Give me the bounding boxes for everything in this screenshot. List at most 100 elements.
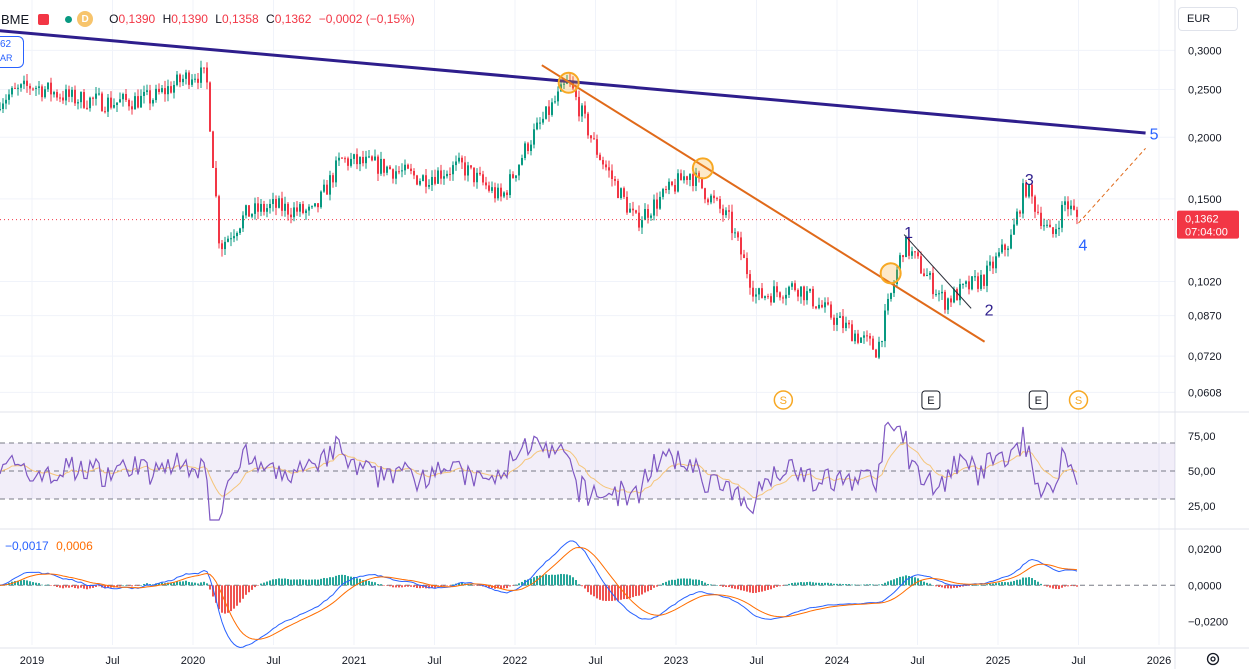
candle-body bbox=[197, 78, 199, 83]
left-tag-line1: 62 bbox=[0, 39, 12, 50]
price-pane[interactable]: 1 2 3 4 5 S E E S bbox=[0, 29, 1175, 410]
macd-hist-bar bbox=[122, 585, 124, 586]
candle-body bbox=[818, 304, 820, 309]
candle-body bbox=[206, 67, 208, 83]
candle-body bbox=[14, 87, 16, 89]
candle-body bbox=[1043, 225, 1045, 227]
change-value: −0,0002 (−0,15%) bbox=[318, 12, 415, 26]
candle-body bbox=[728, 210, 730, 212]
candle-body bbox=[491, 187, 493, 191]
candle-body bbox=[872, 338, 874, 350]
macd-hist-bar bbox=[746, 585, 748, 592]
macd-hist-bar bbox=[1025, 577, 1027, 586]
dividend-marker-label: S bbox=[1075, 395, 1082, 407]
macd-hist-bar bbox=[632, 585, 634, 598]
candle-body bbox=[263, 203, 265, 212]
interval-badge[interactable]: D bbox=[77, 11, 94, 27]
high-label: H bbox=[162, 12, 172, 26]
candle-body bbox=[683, 176, 685, 181]
macd-hist-bar bbox=[1076, 585, 1078, 587]
macd-hist-bar bbox=[674, 579, 676, 586]
macd-hist-bar bbox=[716, 585, 718, 586]
candle-body bbox=[959, 284, 961, 301]
macd-hist-bar bbox=[857, 584, 859, 586]
macd-hist-bar bbox=[458, 582, 460, 586]
macd-hist-bar bbox=[116, 585, 118, 588]
candle-body bbox=[254, 203, 256, 214]
macd-hist-bar bbox=[62, 585, 64, 589]
candle-body bbox=[218, 196, 220, 244]
candle-body bbox=[926, 275, 928, 277]
signal-line bbox=[0, 546, 1078, 640]
rsi-line bbox=[0, 421, 1078, 521]
projection-line bbox=[1078, 147, 1146, 224]
candle-body bbox=[797, 289, 799, 297]
candle-body bbox=[149, 90, 151, 104]
macd-hist-bar bbox=[617, 585, 619, 601]
macd-hist-bar bbox=[314, 579, 316, 586]
macd-hist-bar bbox=[845, 584, 847, 586]
macd-hist-bar bbox=[143, 583, 145, 586]
candle-body bbox=[380, 158, 382, 174]
price-tick-label: 0,1020 bbox=[1188, 277, 1222, 289]
candle-body bbox=[860, 337, 862, 343]
candle-body bbox=[38, 86, 40, 88]
macd-pane[interactable] bbox=[0, 540, 1175, 649]
candle-body bbox=[557, 91, 559, 102]
ohlc-values: O0,1390 H0,1390 L0,1358 C0,1362 −0,0002 … bbox=[109, 12, 415, 26]
candle-body bbox=[53, 92, 55, 95]
macd-hist-bar bbox=[275, 579, 277, 586]
macd-hist-bar bbox=[419, 585, 421, 589]
rsi-pane[interactable] bbox=[0, 421, 1175, 521]
candle-body bbox=[629, 208, 631, 213]
gear-icon[interactable] bbox=[1205, 651, 1221, 667]
macd-hist-bar bbox=[50, 585, 52, 586]
candle-body bbox=[977, 276, 979, 289]
macd-hist-bar bbox=[635, 585, 637, 597]
high-value: 0,1390 bbox=[171, 12, 208, 26]
macd-hist-bar bbox=[242, 585, 244, 599]
candle-body bbox=[209, 82, 211, 132]
macd-hist-bar bbox=[92, 585, 94, 588]
macd-hist-bar bbox=[779, 585, 781, 587]
candle-body bbox=[2, 103, 4, 110]
candle-body bbox=[419, 180, 421, 185]
macd-hist-bar bbox=[350, 576, 352, 586]
macd-hist-bar bbox=[797, 582, 799, 586]
currency-label: EUR bbox=[1187, 13, 1211, 25]
symbol-name[interactable]: BME bbox=[1, 11, 30, 27]
candle-body bbox=[614, 179, 616, 181]
candle-body bbox=[845, 322, 847, 329]
macd-hist-bar bbox=[770, 585, 772, 590]
candle-body bbox=[200, 67, 202, 83]
macd-hist-bar bbox=[941, 585, 943, 588]
candle-body bbox=[134, 96, 136, 110]
wave-label: 5 bbox=[1150, 126, 1159, 143]
candle-body bbox=[476, 172, 478, 183]
macd-hist-bar bbox=[884, 582, 886, 586]
macd-hist-bar bbox=[728, 585, 730, 588]
macd-hist-bar bbox=[995, 583, 997, 586]
macd-hist-bar bbox=[446, 585, 448, 586]
macd-hist-bar bbox=[842, 584, 844, 586]
macd-hist-bar bbox=[377, 584, 379, 586]
candle-body bbox=[812, 288, 814, 307]
candle-body bbox=[446, 173, 448, 177]
macd-hist-bar bbox=[1073, 585, 1075, 587]
macd-hist-bar bbox=[389, 585, 391, 587]
flag-icon bbox=[38, 13, 50, 25]
time-tick-label: Jul bbox=[910, 655, 924, 667]
macd-hist-bar bbox=[137, 585, 139, 586]
currency-selector[interactable]: EUR bbox=[1178, 7, 1238, 31]
candle-body bbox=[401, 170, 403, 172]
macd-hist-bar bbox=[572, 577, 574, 586]
candle-body bbox=[44, 89, 46, 98]
candle-body bbox=[467, 165, 469, 176]
candle-body bbox=[905, 236, 907, 258]
candle-body bbox=[455, 161, 457, 166]
candle-body bbox=[1028, 184, 1030, 197]
candle-body bbox=[731, 211, 733, 234]
candle-body bbox=[737, 232, 739, 238]
price-tick-label: 0,2500 bbox=[1188, 84, 1222, 96]
